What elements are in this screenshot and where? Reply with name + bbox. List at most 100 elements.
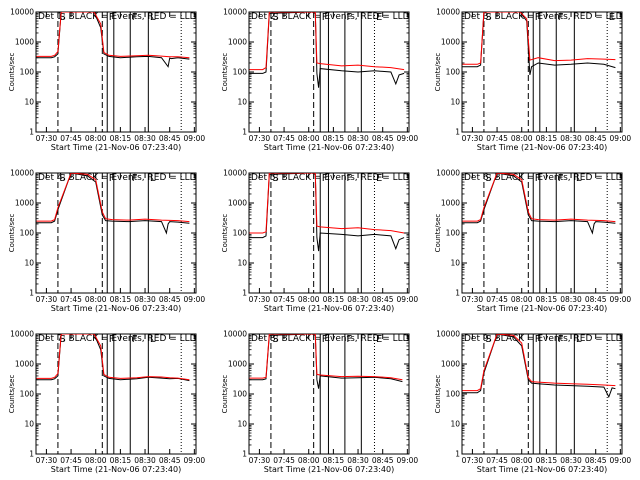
x-tick-label: 08:30 (560, 134, 582, 143)
y-axis-label: Counts/sec (8, 53, 16, 92)
event-marker-label: F (132, 334, 138, 345)
event-marker-label: S (272, 173, 278, 184)
x-tick-label: 09:00 (397, 456, 419, 465)
series-events-line (36, 334, 190, 382)
event-marker-label: F (535, 334, 541, 345)
x-tick-label: 07:30 (249, 134, 271, 143)
y-tick-label: 1000 (228, 199, 247, 208)
panel-title: Det 2: BLACK = Events, RED = LLD (251, 12, 410, 22)
x-tick-label: 07:30 (462, 456, 484, 465)
panel-det-9: Det 9: BLACK = Events, RED = LLD 1 10 100 10… (434, 330, 631, 475)
series-events-line (36, 12, 190, 68)
x-tick-label: 08:15 (110, 134, 132, 143)
y-axis-label: Counts/sec (8, 214, 16, 253)
x-tick-label: 08:15 (323, 295, 345, 304)
x-tick-label: 07:45 (60, 456, 82, 465)
event-marker-label: F (558, 12, 564, 23)
y-tick-label: 100 (20, 229, 35, 238)
panel-det-3: Det 3: BLACK = Events, RED = LLD 1 10 100 10… (434, 8, 631, 153)
panel-det-6: Det 6: BLACK = Events, RED = LLD 1 10 100 10… (434, 169, 631, 314)
y-axis-label: Counts/sec (434, 375, 442, 414)
x-tick-label: 09:00 (184, 456, 206, 465)
panel-det-2: Det 2: BLACK = Events, RED = LLD 1 10 100 10… (221, 8, 418, 153)
x-tick-label: 08:30 (560, 456, 582, 465)
panel-title: Det 5: BLACK = Events, RED = LLD (251, 173, 410, 183)
panel-det-1: Det 1: BLACK = Events, RED = LLD 1 10 100 10… (8, 8, 205, 153)
y-tick-label: 10 (450, 420, 460, 429)
y-tick-label: 10 (24, 420, 34, 429)
y-tick-label: 1000 (228, 38, 247, 47)
x-tick-label: 09:00 (610, 295, 632, 304)
y-axis-label: Counts/sec (221, 375, 229, 414)
series-events-line (249, 173, 405, 252)
event-marker-label: S (272, 12, 278, 23)
x-tick-label: 08:30 (347, 295, 369, 304)
event-marker-label: S (485, 334, 491, 345)
panel-title: Det 8: BLACK = Events, RED = LLD (251, 334, 410, 344)
series-events-line (462, 173, 616, 235)
x-tick-label: 07:30 (36, 456, 58, 465)
event-marker-label: F (132, 173, 138, 184)
plot-frame (461, 333, 623, 455)
x-tick-label: 09:00 (397, 134, 419, 143)
panel-title: Det 9: BLACK = Events, RED = LLD (464, 334, 623, 344)
event-marker-label: F (346, 12, 352, 23)
event-marker-label: L (150, 12, 156, 23)
y-tick-label: 100 (446, 229, 461, 238)
x-axis-label: Start Time (21-Nov-06 07:23:40) (51, 304, 181, 313)
y-tick-label: 100 (233, 390, 248, 399)
event-marker-label: S (485, 12, 491, 23)
y-tick-label: 1000 (441, 38, 460, 47)
y-tick-label: 1 (29, 128, 34, 137)
x-tick-label: 08:45 (372, 295, 394, 304)
y-tick-label: 1000 (15, 199, 34, 208)
series-lld-line (462, 173, 616, 223)
plot-frame (248, 172, 410, 294)
x-tick-label: 07:30 (249, 295, 271, 304)
panel-det-8: Det 8: BLACK = Events, RED = LLD 1 10 100 10… (221, 330, 418, 475)
x-tick-label: 08:00 (85, 456, 107, 465)
x-tick-label: 08:45 (585, 295, 607, 304)
event-marker-label: F (558, 173, 564, 184)
y-axis-label: Counts/sec (221, 53, 229, 92)
y-tick-label: 10 (237, 259, 247, 268)
event-marker-label: F (558, 334, 564, 345)
x-tick-label: 08:00 (511, 456, 533, 465)
x-tick-label: 07:30 (462, 295, 484, 304)
y-tick-label: 10000 (10, 330, 34, 339)
event-marker-label: L (150, 173, 156, 184)
x-tick-label: 08:00 (511, 134, 533, 143)
series-lld-line (36, 12, 190, 59)
x-tick-label: 07:45 (60, 134, 82, 143)
event-marker-label: F (346, 334, 352, 345)
plot-frame (461, 172, 623, 294)
x-tick-label: 08:15 (536, 295, 558, 304)
panel-title: Det 3: BLACK = Events, RED = LLD (464, 12, 623, 22)
y-tick-label: 1 (455, 289, 460, 298)
y-tick-label: 10000 (223, 169, 247, 178)
event-marker-label: F (322, 173, 328, 184)
x-tick-label: 08:45 (159, 134, 181, 143)
panel-det-7: Det 7: BLACK = Events, RED = LLD 1 10 100 10… (8, 330, 205, 475)
x-tick-label: 09:00 (184, 295, 206, 304)
event-marker-label: F (535, 173, 541, 184)
x-tick-label: 08:45 (585, 456, 607, 465)
panel-det-4: Det 4: BLACK = Events, RED = LLD 1 10 100 10… (8, 169, 205, 314)
y-tick-label: 100 (446, 390, 461, 399)
x-tick-label: 07:45 (486, 134, 508, 143)
series-lld-line (36, 334, 190, 381)
x-axis-label: Start Time (21-Nov-06 07:23:40) (51, 465, 181, 474)
x-tick-label: 08:15 (323, 134, 345, 143)
plot-frame (461, 11, 623, 133)
x-axis-label: Start Time (21-Nov-06 07:23:40) (264, 304, 394, 313)
x-tick-label: 08:30 (134, 456, 156, 465)
x-tick-label: 09:00 (610, 134, 632, 143)
x-tick-label: 08:00 (298, 134, 320, 143)
x-tick-label: 08:45 (159, 456, 181, 465)
x-tick-label: 08:15 (323, 456, 345, 465)
x-axis-label: Start Time (21-Nov-06 07:23:40) (477, 304, 607, 313)
plot-frame (248, 333, 410, 455)
series-lld-line (249, 173, 405, 234)
y-tick-label: 10 (237, 420, 247, 429)
